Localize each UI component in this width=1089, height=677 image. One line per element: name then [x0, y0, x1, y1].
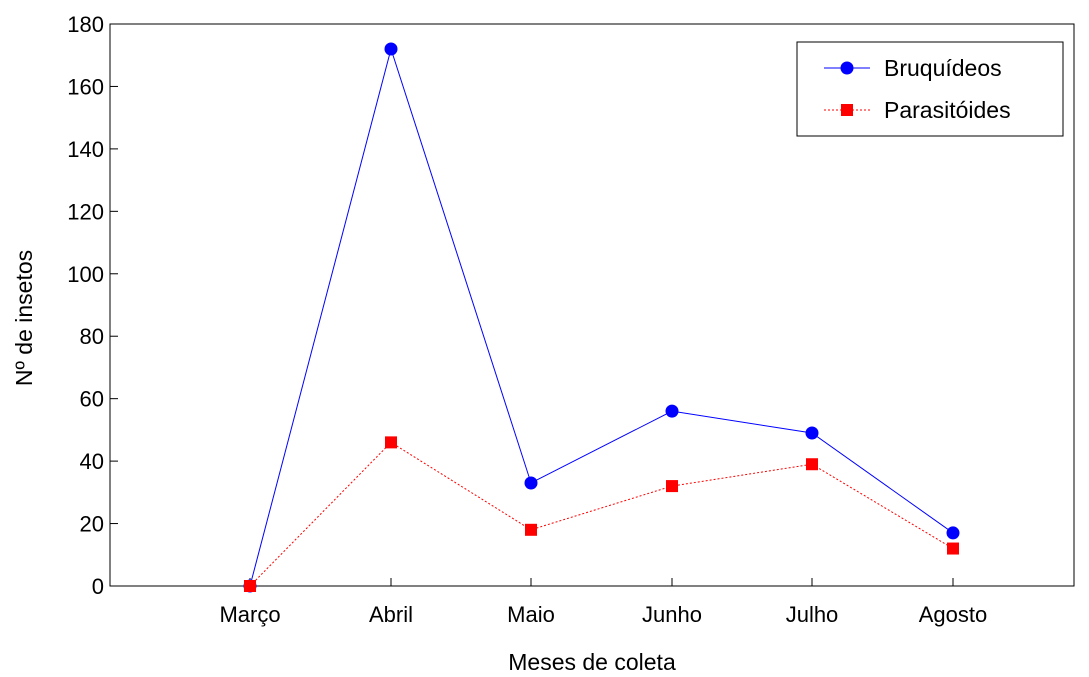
y-tick-label: 80 [80, 324, 104, 349]
x-tick-label: Julho [786, 602, 839, 627]
y-axis: 0 20 40 60 80 100 120 140 160 180 [67, 12, 118, 599]
x-axis-title: Meses de coleta [508, 649, 676, 675]
data-point-1-3 [666, 480, 678, 493]
data-point-1-1 [385, 436, 397, 449]
y-tick-label: 0 [92, 574, 104, 599]
legend-label-parasitoides: Parasitóides [884, 97, 1011, 123]
legend-marker-parasitoides [841, 104, 853, 116]
data-point-0-2 [524, 476, 538, 490]
legend: Bruquídeos Parasitóides [796, 41, 1064, 137]
y-tick-label: 100 [67, 262, 104, 287]
series-line-1 [249, 441, 954, 587]
x-tick-label: Junho [642, 602, 702, 627]
y-tick-label: 140 [67, 137, 104, 162]
data-point-1-5 [947, 542, 959, 555]
data-point-1-0 [244, 580, 256, 592]
data-point-1-2 [525, 523, 537, 536]
plot-area-frame [109, 23, 1075, 587]
data-point-0-4 [805, 426, 819, 440]
y-tick-label: 60 [80, 387, 104, 412]
data-point-1-4 [806, 458, 818, 471]
x-tick-label: Abril [369, 602, 413, 627]
y-tick-label: 120 [67, 199, 104, 224]
x-tick-label: Março [219, 602, 280, 627]
y-axis-title: Nº de insetos [11, 250, 37, 386]
series-line-0 [249, 47, 954, 587]
legend-label-bruquideos: Bruquídeos [884, 55, 1002, 81]
y-tick-label: 20 [80, 512, 104, 537]
y-tick-label: 160 [67, 74, 104, 99]
legend-box [796, 41, 1064, 137]
data-point-0-3 [665, 404, 679, 418]
data-point-0-5 [946, 526, 960, 540]
series-layer [243, 42, 960, 593]
x-tick-label: Maio [507, 602, 555, 627]
legend-marker-bruquideos [840, 61, 854, 75]
y-tick-label: 40 [80, 449, 104, 474]
data-point-0-1 [384, 42, 398, 56]
y-tick-label: 180 [67, 12, 104, 37]
x-tick-label: Agosto [919, 602, 988, 627]
x-axis: Março Abril Maio Junho Julho Agosto [219, 578, 987, 627]
